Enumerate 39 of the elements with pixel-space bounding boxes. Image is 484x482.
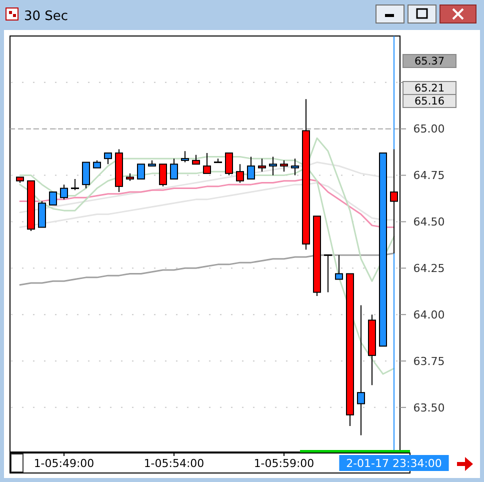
y-tick-label: 65.00 <box>413 122 445 136</box>
candlestick <box>49 192 57 206</box>
line-series <box>19 252 395 286</box>
candlestick <box>159 164 167 187</box>
candlestick <box>357 304 365 436</box>
y-tick-label: 63.50 <box>413 401 445 414</box>
candlestick <box>137 164 145 180</box>
candlestick <box>192 154 200 165</box>
candlestick <box>390 148 398 254</box>
x-tick-label: 2-01-17 23:34:00 <box>346 457 442 470</box>
x-tick-label: 1-05:54:00 <box>144 457 204 470</box>
candlestick <box>170 158 178 180</box>
line-series <box>19 137 395 282</box>
candlestick <box>104 152 112 165</box>
y-tick-label: 64.25 <box>413 262 445 275</box>
y-tick-label: 64.75 <box>413 169 445 182</box>
candlestick <box>258 158 266 172</box>
candlestick <box>335 254 343 280</box>
candlestick <box>280 160 288 172</box>
candlestick <box>236 164 244 184</box>
text: 65.37 <box>414 56 445 68</box>
candlestick <box>181 150 189 163</box>
candlestick <box>225 152 233 176</box>
candlestick <box>269 156 277 176</box>
candlestick <box>203 152 211 174</box>
y-tick-label: 64.50 <box>413 216 445 229</box>
line-series <box>19 162 395 214</box>
candlestick <box>291 158 299 176</box>
y-tick-label: 64.00 <box>413 308 445 322</box>
line-series <box>19 156 395 375</box>
y-tick-label: 63.75 <box>413 354 445 368</box>
chart-title: 30 Sec <box>24 9 68 24</box>
x-tick-label: 1-05:59:00 <box>254 457 314 470</box>
candlestick <box>82 162 90 189</box>
candlestick <box>247 156 255 180</box>
candlestick <box>60 184 68 200</box>
text: 65.21 <box>414 82 445 95</box>
text: 65.16 <box>414 96 445 108</box>
x-tick-label: 1-05:49:00 <box>34 457 94 470</box>
